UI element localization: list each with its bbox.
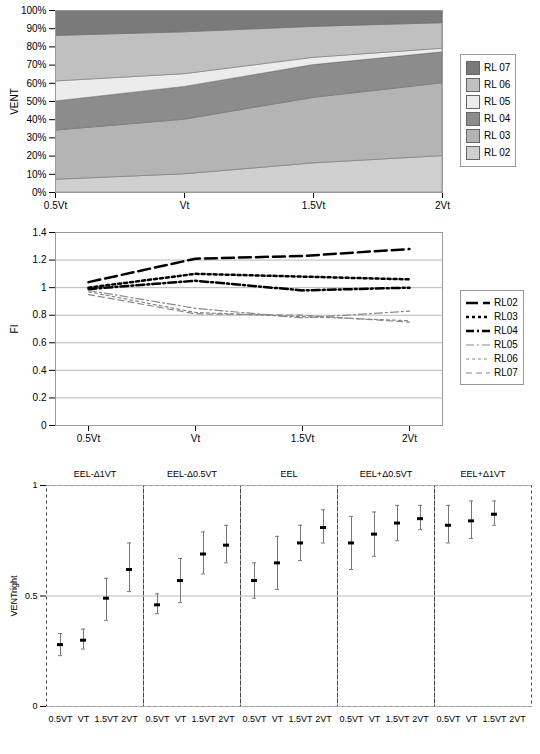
svg-text:30%: 30% xyxy=(26,132,46,143)
svg-text:VT: VT xyxy=(175,714,187,724)
html-text:RL 02: RL 02 xyxy=(484,147,511,158)
svg-text:80%: 80% xyxy=(26,41,46,52)
svg-text:0.8: 0.8 xyxy=(33,309,47,320)
svg-text:EEL-Δ1VT: EEL-Δ1VT xyxy=(74,469,117,479)
html-text:RL03: RL03 xyxy=(494,311,518,322)
html-text:RL 06: RL 06 xyxy=(484,79,511,90)
svg-text:1.5VT: 1.5VT xyxy=(385,714,410,724)
svg-text:2VT: 2VT xyxy=(412,714,429,724)
svg-text:2VT: 2VT xyxy=(315,714,332,724)
svg-text:1.4: 1.4 xyxy=(33,227,47,238)
svg-text:20%: 20% xyxy=(26,150,46,161)
svg-text:0.2: 0.2 xyxy=(33,392,47,403)
svg-text:1.5VT: 1.5VT xyxy=(288,714,313,724)
html-text:RL 05: RL 05 xyxy=(484,96,511,107)
svg-text:40%: 40% xyxy=(26,114,46,125)
svg-text:0.5: 0.5 xyxy=(25,591,38,601)
svg-text:10%: 10% xyxy=(26,169,46,180)
svg-text:0.4: 0.4 xyxy=(33,365,47,376)
html-text:RL05: RL05 xyxy=(494,339,518,350)
svg-text:90%: 90% xyxy=(26,23,46,34)
svg-text:1.5VT: 1.5VT xyxy=(191,714,216,724)
svg-text:EEL: EEL xyxy=(280,469,297,479)
svg-text:FI: FI xyxy=(9,325,20,334)
svg-text:2VT: 2VT xyxy=(218,714,235,724)
svg-text:1: 1 xyxy=(32,480,37,490)
svg-text:2Vt: 2Vt xyxy=(435,200,450,211)
svg-text:VT: VT xyxy=(369,714,381,724)
html-text:RL07: RL07 xyxy=(494,367,518,378)
svg-text:50%: 50% xyxy=(26,96,46,107)
html-text:RL02: RL02 xyxy=(494,297,518,308)
svg-text:VT: VT xyxy=(78,714,90,724)
svg-text:1.2: 1.2 xyxy=(33,254,47,265)
svg-text:EEL+Δ1VT: EEL+Δ1VT xyxy=(461,469,506,479)
svg-text:0.6: 0.6 xyxy=(33,337,47,348)
svg-text:0.5VT: 0.5VT xyxy=(48,714,73,724)
svg-text:2VT: 2VT xyxy=(509,714,526,724)
svg-text:0.5VT: 0.5VT xyxy=(436,714,461,724)
svg-text:Vt: Vt xyxy=(180,200,190,211)
html-text:RL04: RL04 xyxy=(494,325,518,336)
svg-text:1.5VT: 1.5VT xyxy=(482,714,507,724)
svg-text:0%: 0% xyxy=(32,187,47,198)
svg-text:VENTright: VENTright xyxy=(9,575,19,617)
svg-text:1: 1 xyxy=(41,282,47,293)
svg-text:1.5Vt: 1.5Vt xyxy=(291,433,315,444)
svg-text:0.5VT: 0.5VT xyxy=(339,714,364,724)
svg-text:1.5VT: 1.5VT xyxy=(94,714,119,724)
svg-text:0.5Vt: 0.5Vt xyxy=(44,200,68,211)
svg-text:EEL+Δ0.5VT: EEL+Δ0.5VT xyxy=(360,469,413,479)
svg-text:VT: VT xyxy=(272,714,284,724)
html-text:RL 03: RL 03 xyxy=(484,130,511,141)
svg-text:0.5VT: 0.5VT xyxy=(242,714,267,724)
html-text:RL 07: RL 07 xyxy=(484,62,511,73)
svg-text:0: 0 xyxy=(41,420,47,431)
svg-text:VENT: VENT xyxy=(9,88,20,115)
svg-text:1.5Vt: 1.5Vt xyxy=(302,200,326,211)
svg-text:2VT: 2VT xyxy=(121,714,138,724)
svg-text:VT: VT xyxy=(466,714,478,724)
svg-text:0.5VT: 0.5VT xyxy=(145,714,170,724)
svg-text:70%: 70% xyxy=(26,59,46,70)
html-text:RL 04: RL 04 xyxy=(484,113,511,124)
svg-text:Vt: Vt xyxy=(191,433,201,444)
svg-text:60%: 60% xyxy=(26,78,46,89)
svg-text:EEL-Δ0.5VT: EEL-Δ0.5VT xyxy=(167,469,218,479)
svg-text:2Vt: 2Vt xyxy=(402,433,417,444)
html-text:RL06: RL06 xyxy=(494,353,518,364)
svg-text:0: 0 xyxy=(32,701,37,711)
svg-text:0.5Vt: 0.5Vt xyxy=(77,433,101,444)
svg-text:100%: 100% xyxy=(21,5,47,16)
